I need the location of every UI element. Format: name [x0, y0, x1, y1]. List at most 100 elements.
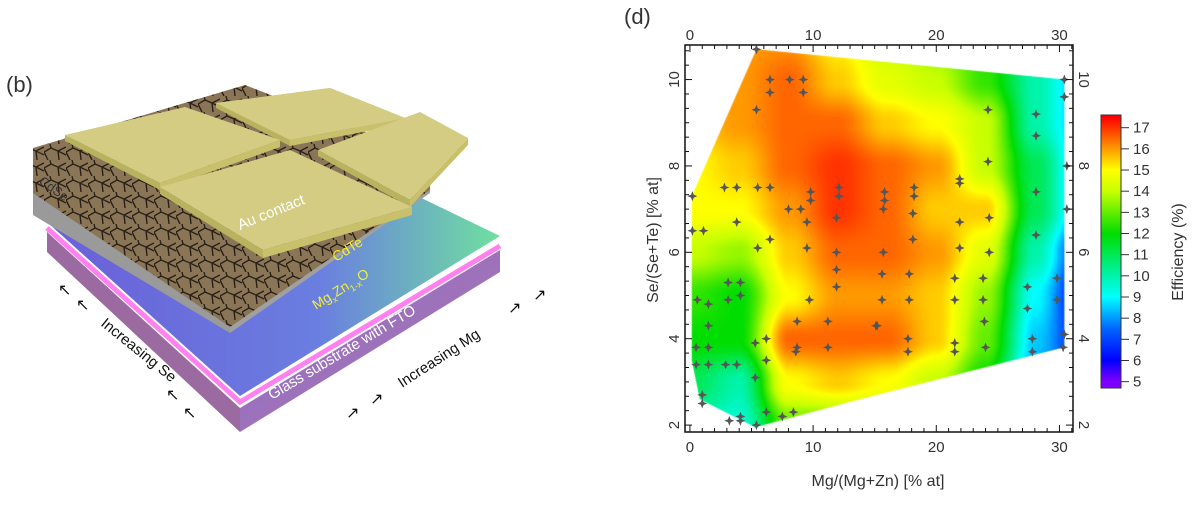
colorbar-tick-label: 15	[1133, 162, 1150, 179]
arrow-up-right-icon: ↗	[533, 285, 546, 304]
data-point	[761, 355, 772, 366]
data-point	[735, 290, 746, 301]
device-schematic: Au contact CdSe CdTe MgxZn1-xO Glass sub…	[33, 85, 546, 432]
data-point	[697, 389, 708, 400]
data-point	[761, 407, 772, 418]
data-point	[907, 208, 918, 219]
data-point	[980, 342, 991, 353]
data-point	[902, 333, 913, 344]
data-point	[784, 74, 795, 85]
panel-d-label: (d)	[624, 4, 651, 29]
data-point	[949, 273, 960, 284]
data-point	[833, 182, 844, 193]
data-point	[750, 372, 761, 383]
data-point	[1059, 329, 1070, 340]
x-tick-label-top: 30	[1051, 27, 1068, 44]
data-point	[1061, 204, 1072, 215]
data-point	[978, 294, 989, 305]
au-contact-back	[216, 88, 405, 146]
data-point	[949, 338, 960, 349]
data-point	[983, 156, 994, 167]
data-point	[878, 247, 889, 258]
data-point	[877, 294, 888, 305]
data-point	[720, 359, 731, 370]
data-point	[978, 273, 989, 284]
y-tick-label: 4	[666, 335, 683, 343]
panel-b-label: (b)	[6, 72, 33, 97]
data-point	[731, 182, 742, 193]
x-tick-label: 10	[805, 439, 822, 456]
data-point	[1022, 303, 1033, 314]
mg-arrows: ↗ ↗ ↗ ↗	[346, 285, 546, 422]
x-tick-label-top: 20	[928, 27, 945, 44]
x-tick-label: 0	[686, 439, 694, 456]
data-point	[1027, 333, 1038, 344]
data-point	[877, 268, 888, 279]
colorbar-tick-label: 11	[1133, 247, 1149, 264]
colorbar-tick-label: 16	[1133, 141, 1150, 158]
y-tick-label: 2	[666, 421, 683, 429]
data-point	[798, 74, 809, 85]
data-point	[691, 359, 702, 370]
data-point	[792, 342, 803, 353]
y-tick-label: 6	[666, 248, 683, 256]
colorbar-tick-label: 7	[1133, 331, 1141, 348]
data-points	[687, 44, 1072, 431]
data-point	[870, 320, 881, 331]
data-point	[692, 294, 703, 305]
data-point	[723, 277, 734, 288]
data-point	[698, 225, 709, 236]
colorbar-tick-label: 8	[1133, 310, 1141, 327]
au-contact-left	[65, 107, 280, 190]
colorbar-tick-label: 10	[1133, 268, 1150, 285]
data-point	[731, 217, 742, 228]
data-point	[691, 342, 702, 353]
arrow-up-left-icon: ↖	[183, 403, 196, 422]
data-point	[751, 44, 762, 55]
y-tick-label: 8	[666, 162, 683, 170]
data-point	[822, 342, 833, 353]
data-point	[777, 411, 788, 422]
colorbar-tick-label: 17	[1133, 120, 1150, 137]
data-point	[979, 316, 990, 327]
data-point	[984, 212, 995, 223]
data-point	[831, 281, 842, 292]
data-point	[764, 87, 775, 98]
plot-frame	[684, 44, 1074, 433]
data-point	[822, 316, 833, 327]
y-tick-label: 10	[666, 71, 683, 88]
colorbar-tick-label: 13	[1133, 204, 1150, 221]
y-tick-label-right: 10	[1075, 71, 1092, 88]
data-point	[703, 320, 714, 331]
se-arrows: ↖ ↖ ↖ ↖	[58, 280, 196, 422]
data-point	[878, 204, 889, 215]
data-point	[954, 243, 965, 254]
data-point	[798, 87, 809, 98]
x-axis-title: Mg/(Mg+Zn) [% at]	[812, 473, 945, 490]
data-point	[1051, 273, 1062, 284]
data-point	[879, 186, 890, 197]
data-point	[909, 182, 920, 193]
data-point	[954, 217, 965, 228]
data-point	[1059, 91, 1070, 102]
data-point	[751, 420, 762, 431]
data-point	[790, 346, 801, 357]
data-point	[801, 217, 812, 228]
data-point	[904, 294, 915, 305]
data-point	[805, 195, 816, 206]
x-tick-label-top: 10	[805, 27, 822, 44]
data-point	[805, 186, 816, 197]
y-tick-label-right: 8	[1075, 162, 1092, 170]
data-point	[1058, 342, 1069, 353]
y-axis-title: Se/(Se+Te) [% at]	[645, 177, 662, 303]
colorbar-tick-label: 14	[1133, 183, 1150, 200]
x-tick-label: 20	[928, 439, 945, 456]
data-point	[949, 294, 960, 305]
data-point	[723, 294, 734, 305]
arrow-up-right-icon: ↗	[508, 298, 521, 317]
data-point	[764, 234, 775, 245]
data-point	[788, 407, 799, 418]
data-point	[801, 243, 812, 254]
data-point	[879, 195, 890, 206]
